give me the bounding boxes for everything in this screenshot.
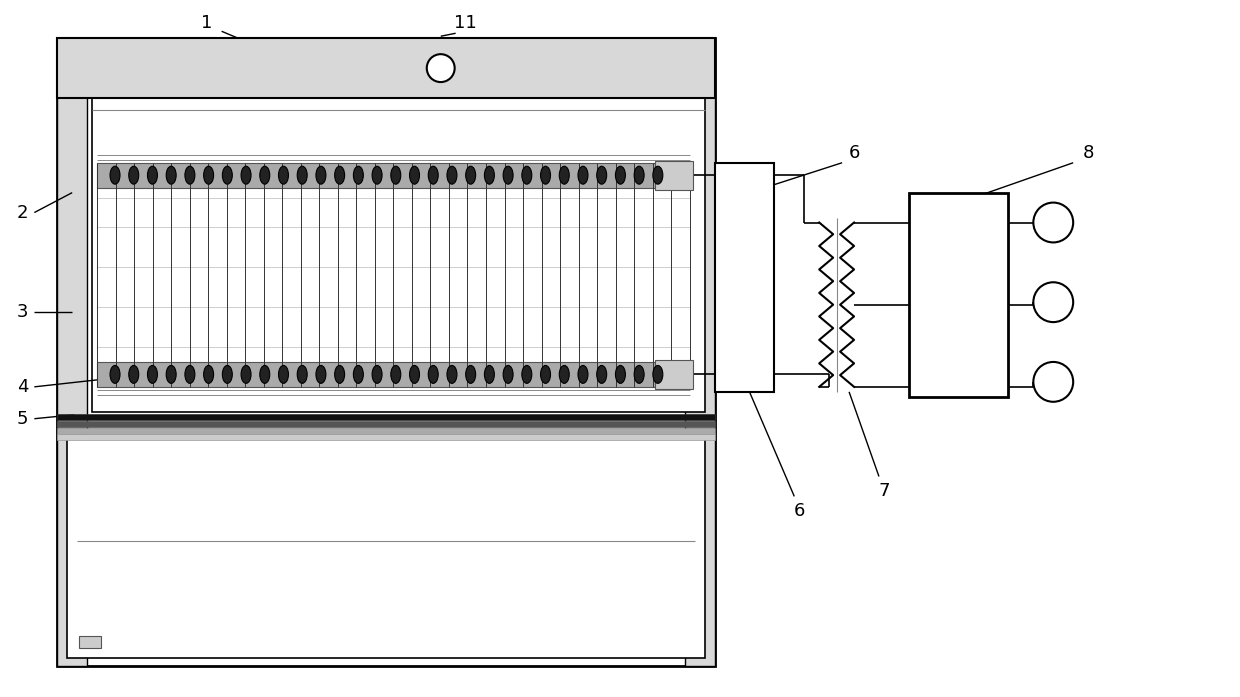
Ellipse shape <box>241 166 250 184</box>
Ellipse shape <box>428 365 438 383</box>
Ellipse shape <box>409 166 419 184</box>
Ellipse shape <box>409 365 419 383</box>
Ellipse shape <box>466 365 476 383</box>
Circle shape <box>1033 362 1073 401</box>
Ellipse shape <box>446 166 456 184</box>
Bar <box>57 38 714 666</box>
Ellipse shape <box>166 166 176 184</box>
Ellipse shape <box>541 166 551 184</box>
Ellipse shape <box>485 365 495 383</box>
Ellipse shape <box>634 166 644 184</box>
Ellipse shape <box>148 365 157 383</box>
Ellipse shape <box>634 365 644 383</box>
Bar <box>67 436 704 658</box>
Ellipse shape <box>391 365 401 383</box>
Ellipse shape <box>241 365 250 383</box>
Bar <box>79 636 102 648</box>
Bar <box>97 362 689 387</box>
Text: 5: 5 <box>16 410 29 428</box>
Bar <box>57 434 714 440</box>
Bar <box>909 192 1008 397</box>
Ellipse shape <box>110 166 120 184</box>
Ellipse shape <box>446 365 456 383</box>
Ellipse shape <box>391 166 401 184</box>
Bar <box>684 38 714 666</box>
Ellipse shape <box>129 166 139 184</box>
Text: 6: 6 <box>848 144 859 162</box>
Ellipse shape <box>298 365 308 383</box>
Text: 4: 4 <box>16 378 29 396</box>
Ellipse shape <box>316 166 326 184</box>
Bar <box>92 98 704 412</box>
Ellipse shape <box>615 166 625 184</box>
Ellipse shape <box>335 166 345 184</box>
Ellipse shape <box>353 166 363 184</box>
Ellipse shape <box>559 166 569 184</box>
Text: 8: 8 <box>1083 144 1094 162</box>
Ellipse shape <box>578 166 588 184</box>
Ellipse shape <box>203 166 213 184</box>
Ellipse shape <box>596 166 606 184</box>
Ellipse shape <box>578 365 588 383</box>
Text: 7: 7 <box>878 482 889 500</box>
Bar <box>57 428 714 434</box>
Text: 6: 6 <box>794 503 805 521</box>
Ellipse shape <box>615 365 625 383</box>
Ellipse shape <box>428 166 438 184</box>
Ellipse shape <box>485 166 495 184</box>
Bar <box>655 161 693 190</box>
Ellipse shape <box>541 365 551 383</box>
Ellipse shape <box>522 365 532 383</box>
Text: 3: 3 <box>16 303 29 321</box>
Text: 1: 1 <box>201 15 212 32</box>
Ellipse shape <box>222 166 232 184</box>
Ellipse shape <box>372 166 382 184</box>
Ellipse shape <box>185 166 195 184</box>
Text: 11: 11 <box>454 15 477 32</box>
Bar <box>655 360 693 389</box>
Bar <box>57 38 714 98</box>
Ellipse shape <box>148 166 157 184</box>
Ellipse shape <box>503 166 513 184</box>
Bar <box>714 162 775 392</box>
Bar <box>97 162 689 187</box>
Text: 2: 2 <box>16 204 29 222</box>
Ellipse shape <box>129 365 139 383</box>
Ellipse shape <box>372 365 382 383</box>
Ellipse shape <box>298 166 308 184</box>
Bar <box>57 421 714 427</box>
Ellipse shape <box>596 365 606 383</box>
Circle shape <box>427 54 455 82</box>
Ellipse shape <box>466 166 476 184</box>
Ellipse shape <box>653 166 663 184</box>
Ellipse shape <box>185 365 195 383</box>
Ellipse shape <box>203 365 213 383</box>
Ellipse shape <box>353 365 363 383</box>
Bar <box>57 414 714 420</box>
Ellipse shape <box>653 365 663 383</box>
Circle shape <box>1033 282 1073 322</box>
Ellipse shape <box>503 365 513 383</box>
Ellipse shape <box>166 365 176 383</box>
Ellipse shape <box>522 166 532 184</box>
Ellipse shape <box>279 166 289 184</box>
Ellipse shape <box>279 365 289 383</box>
Ellipse shape <box>110 365 120 383</box>
Ellipse shape <box>260 365 270 383</box>
Ellipse shape <box>335 365 345 383</box>
Ellipse shape <box>222 365 232 383</box>
Bar <box>57 38 87 666</box>
Ellipse shape <box>260 166 270 184</box>
Ellipse shape <box>559 365 569 383</box>
Circle shape <box>1033 203 1073 243</box>
Ellipse shape <box>316 365 326 383</box>
